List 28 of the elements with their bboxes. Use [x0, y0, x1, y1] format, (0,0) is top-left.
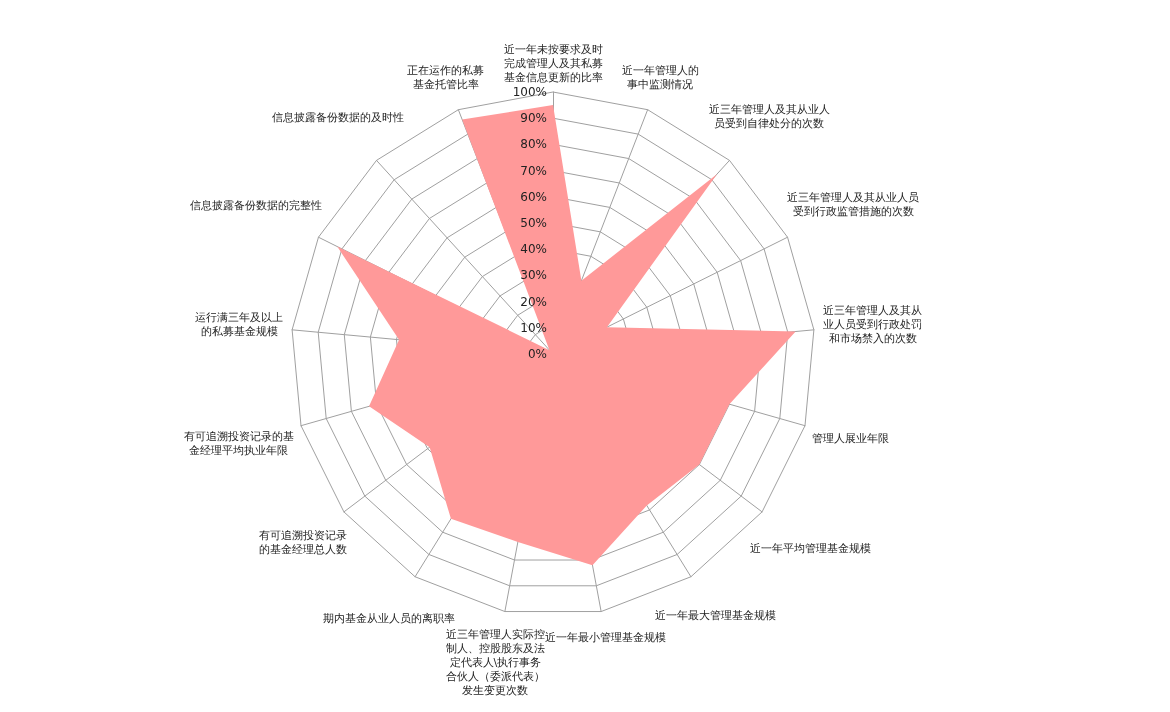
spoke-label: 近一年未按要求及时完成管理人及其私募基金信息更新的比率 [503, 42, 603, 84]
y-tick-label: 30% [520, 268, 547, 283]
spoke-label: 近一年管理人的事中监测情况 [621, 63, 699, 91]
spoke-label: 正在运作的私募基金托管比率 [407, 63, 485, 91]
y-tick-label: 0% [527, 347, 547, 361]
spoke-label: 近一年最小管理基金规模 [545, 630, 667, 644]
spoke-label: 近三年管理人及其从业人员受到行政监管措施的次数 [787, 191, 920, 219]
y-tick-label: 50% [520, 216, 547, 230]
y-tick-label: 20% [520, 294, 547, 309]
spoke-label: 近一年最大管理基金规模 [654, 609, 776, 623]
spoke-label: 信息披露备份数据的及时性 [271, 111, 404, 125]
spoke-label: 有可追溯投资记录的基金经理总人数 [258, 529, 347, 557]
spoke-label: 信息披露备份数据的完整性 [189, 199, 322, 213]
y-tick-label: 60% [520, 189, 547, 204]
spoke-label: 管理人展业年限 [811, 432, 889, 446]
spoke-label: 近一年平均管理基金规模 [749, 541, 871, 555]
y-tick-label: 40% [520, 242, 547, 257]
y-tick-label: 70% [520, 163, 547, 178]
spoke-label: 近三年管理人及其从业人员受到自律处分的次数 [708, 103, 830, 131]
spoke-label: 运行满三年及以上的私募基金规模 [195, 311, 284, 339]
spoke-label: 期内基金从业人员的离职率 [323, 611, 456, 625]
y-tick-label: 90% [520, 111, 547, 126]
spoke-label: 有可追溯投资记录的基金经理平均执业年限 [183, 429, 294, 457]
y-tick-label: 100% [512, 85, 547, 99]
y-tick-label: 10% [520, 320, 547, 335]
spoke-label: 近三年管理人实际控制人、控股股东及法定代表人\执行事务合伙人（委派代表）发生变更次数 [445, 627, 545, 697]
spoke-label: 近三年管理人及其从业人员受到行政处罚和市场禁入的次数 [823, 303, 923, 345]
y-tick-label: 80% [520, 137, 547, 152]
